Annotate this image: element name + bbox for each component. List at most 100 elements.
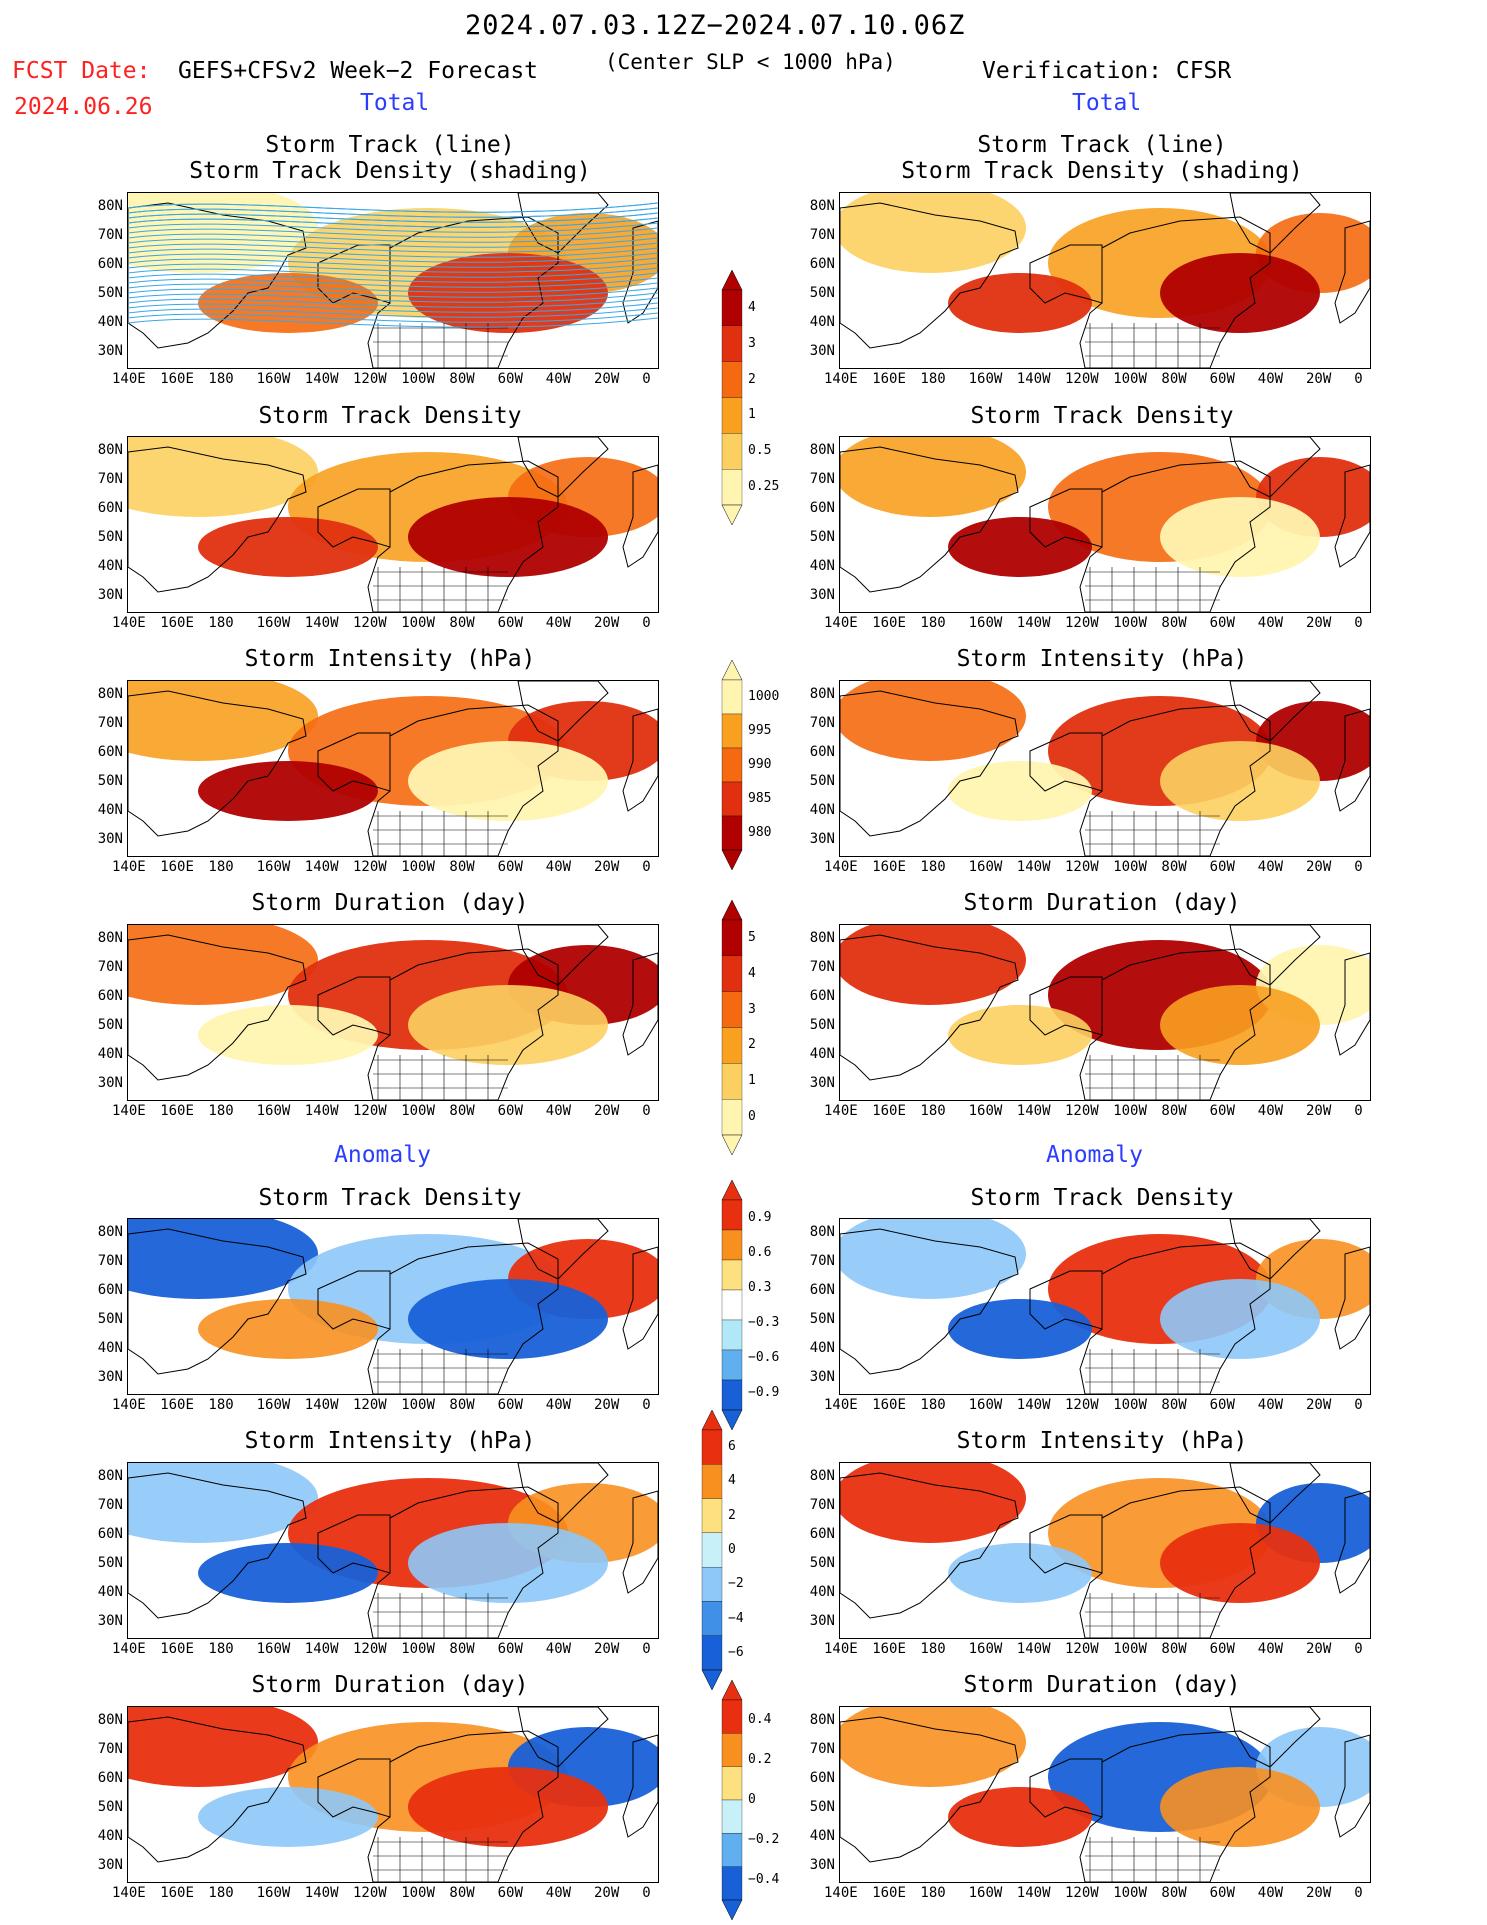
lon-tick-label: 160W — [256, 371, 291, 387]
lon-tick-label: 140W — [1016, 1103, 1051, 1119]
lat-tick-label: 60N — [97, 500, 123, 516]
lat-tick-label: 70N — [97, 1741, 123, 1757]
lon-tick-label: 120W — [1065, 1397, 1099, 1413]
lat-tick-label: 30N — [809, 1857, 835, 1873]
lat-tick-label: 50N — [809, 1799, 835, 1815]
lon-tick-label: 60W — [497, 1397, 523, 1413]
lon-tick-label: 160W — [256, 615, 291, 631]
map-svg — [840, 1219, 1370, 1394]
lon-tick-label: 60W — [497, 1641, 523, 1657]
lon-tick-label: 180 — [920, 1397, 946, 1413]
map-panel — [839, 192, 1371, 369]
lat-tick-label: 50N — [97, 773, 123, 789]
panel-title-track-shading-left: Storm Track Density (shading) — [189, 158, 591, 184]
lat-tick-label: 30N — [809, 831, 835, 847]
map-svg — [128, 193, 658, 368]
colorbar-label: 0 — [748, 1792, 756, 1807]
lon-tick-label: 20W — [1306, 1885, 1332, 1901]
map-svg — [840, 193, 1370, 368]
lon-tick-label: 60W — [1209, 859, 1235, 875]
map-svg — [128, 1219, 658, 1394]
lon-tick-label: 160E — [160, 371, 194, 387]
lon-tick-label: 140E — [112, 1397, 146, 1413]
lat-tick-label: 80N — [809, 1224, 835, 1240]
lon-tick-label: 120W — [353, 1397, 387, 1413]
section-anomaly-left: Anomaly — [334, 1142, 431, 1168]
lat-tick-label: 50N — [809, 773, 835, 789]
lat-tick-label: 40N — [97, 1584, 123, 1600]
lat-tick-label: 40N — [97, 802, 123, 818]
lon-tick-label: 120W — [353, 1103, 387, 1119]
panel-title-anom-intensity-left: Storm Intensity (hPa) — [244, 1428, 536, 1454]
colorbar-label: 985 — [748, 791, 772, 806]
colorbar-label: 4 — [748, 299, 756, 315]
lon-tick-label: 140W — [304, 1885, 339, 1901]
lon-tick-label: 80W — [449, 1885, 475, 1901]
map-svg — [128, 925, 658, 1100]
lat-tick-label: 50N — [97, 1311, 123, 1327]
lat-tick-label: 40N — [97, 558, 123, 574]
lon-tick-label: 40W — [1257, 1103, 1284, 1119]
lat-tick-label: 40N — [809, 802, 835, 818]
lat-tick-label: 40N — [809, 1828, 835, 1844]
colorbar-duration — [721, 900, 743, 1155]
lon-tick-label: 60W — [1209, 615, 1235, 631]
lon-tick-label: 100W — [401, 371, 435, 387]
lon-tick-label: 180 — [920, 1103, 946, 1119]
lon-tick-label: 160W — [968, 1103, 1003, 1119]
lon-tick-label: 0 — [1354, 1397, 1363, 1413]
lon-tick-label: 0 — [642, 1641, 651, 1657]
lat-tick-label: 80N — [809, 686, 835, 702]
colorbar-label: −0.3 — [748, 1314, 780, 1330]
lon-tick-label: 60W — [497, 859, 523, 875]
verification-label: Verification: CFSR — [982, 58, 1232, 84]
lat-tick-label: 60N — [97, 1526, 123, 1542]
lon-tick-label: 100W — [1113, 1103, 1147, 1119]
lon-tick-label: 160W — [256, 1103, 291, 1119]
lon-tick-label: 140E — [112, 1885, 146, 1901]
colorbar-label: −0.6 — [748, 1349, 780, 1365]
lon-tick-label: 120W — [1065, 1885, 1099, 1901]
lat-tick-label: 80N — [97, 686, 123, 702]
lat-tick-label: 30N — [97, 1369, 123, 1385]
lon-tick-label: 20W — [1306, 615, 1332, 631]
lat-tick-label: 80N — [809, 198, 835, 214]
lon-tick-label: 100W — [401, 1885, 435, 1901]
lat-tick-label: 70N — [97, 1253, 123, 1269]
lat-tick-label: 40N — [97, 1340, 123, 1356]
lon-tick-label: 0 — [642, 1397, 651, 1413]
lat-tick-label: 80N — [809, 930, 835, 946]
lon-tick-label: 140E — [824, 1103, 858, 1119]
lat-tick-label: 50N — [97, 285, 123, 301]
lon-tick-label: 140W — [304, 859, 339, 875]
lon-tick-label: 40W — [545, 1641, 572, 1657]
lon-tick-label: 120W — [1065, 615, 1099, 631]
lon-tick-label: 140W — [304, 1641, 339, 1657]
lon-tick-label: 80W — [449, 859, 475, 875]
lat-tick-label: 50N — [809, 529, 835, 545]
map-svg — [840, 1707, 1370, 1882]
lon-tick-label: 80W — [1161, 1103, 1187, 1119]
lon-tick-label: 180 — [208, 1103, 234, 1119]
lat-tick-label: 70N — [809, 1741, 835, 1757]
lon-tick-label: 140E — [112, 1103, 146, 1119]
lon-tick-label: 60W — [1209, 1397, 1235, 1413]
lon-tick-label: 140W — [1016, 1397, 1051, 1413]
slp-criterion: (Center SLP < 1000 hPa) — [605, 50, 896, 74]
lon-tick-label: 20W — [594, 1885, 620, 1901]
colorbar-label: 980 — [748, 825, 772, 840]
map-panel — [127, 1706, 659, 1883]
panel-title-track-line-right: Storm Track (line) — [977, 132, 1227, 158]
colorbar-label: 0 — [748, 1109, 756, 1125]
colorbar-label: 0.3 — [748, 1279, 772, 1295]
lon-tick-label: 120W — [1065, 1103, 1099, 1119]
lat-tick-label: 70N — [809, 715, 835, 731]
lon-tick-label: 80W — [449, 1641, 475, 1657]
lon-tick-label: 160E — [872, 1641, 906, 1657]
colorbar-label: 2 — [748, 1037, 756, 1053]
map-svg — [840, 681, 1370, 856]
map-panel — [839, 436, 1371, 613]
map-panel — [839, 680, 1371, 857]
lat-tick-label: 50N — [97, 529, 123, 545]
map-panel — [839, 924, 1371, 1101]
